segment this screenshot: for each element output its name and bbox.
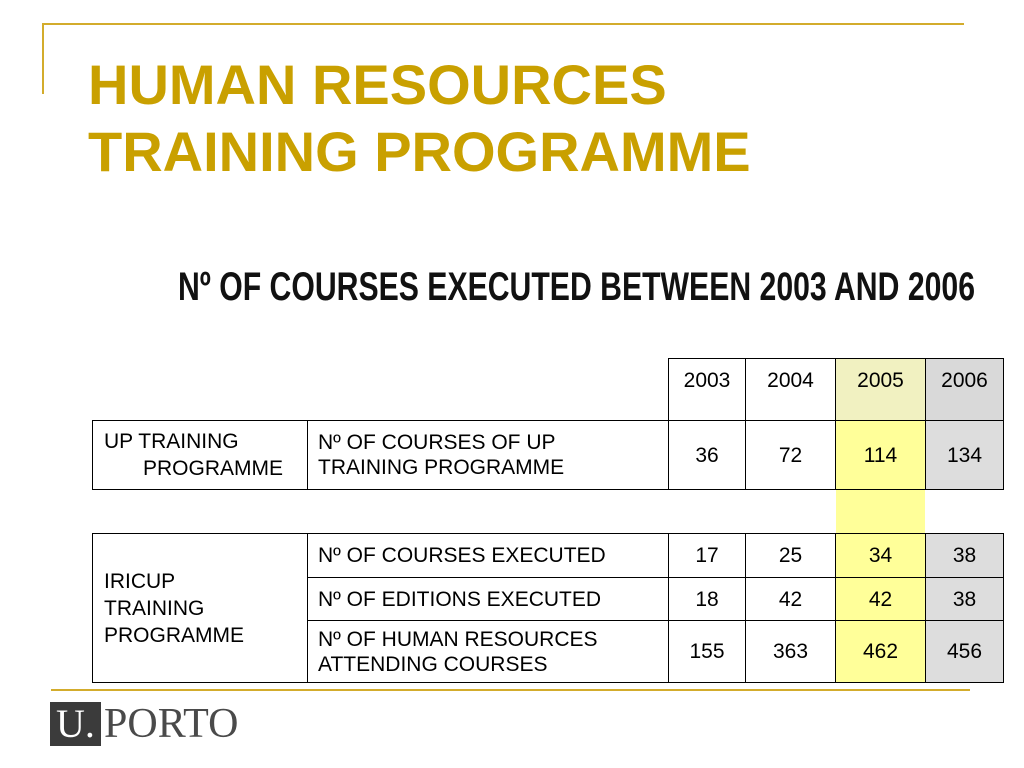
year-label: 2003: [683, 369, 731, 392]
value-cell: 36: [668, 420, 746, 490]
value-cell: 72: [745, 420, 836, 490]
logo-mark-text: U.: [56, 701, 95, 746]
cell-value: 72: [778, 443, 803, 467]
cell-value: 38: [952, 587, 977, 611]
year-label: 2004: [767, 369, 814, 392]
value-cell: 25: [745, 533, 836, 578]
iricup-programme-group-cell: IRICUP TRAINING PROGRAMME: [92, 533, 308, 683]
cell-value: 462: [862, 640, 899, 663]
row-label-cell: Nº OF COURSES OF UP TRAINING PROGRAMME: [307, 420, 669, 490]
row-label: Nº OF EDITIONS EXECUTED: [318, 587, 602, 611]
value-cell: 38: [925, 533, 1004, 578]
logo-mark: U.: [50, 702, 101, 746]
cell-value: 42: [868, 587, 893, 611]
row-label-cell: Nº OF HUMAN RESOURCES ATTENDING COURSES: [307, 620, 669, 683]
value-cell: 363: [745, 620, 836, 683]
cell-value: 134: [946, 443, 983, 467]
value-cell: 18: [668, 577, 746, 621]
left-rule: [42, 23, 44, 94]
year-header-2005: 2005: [835, 358, 926, 421]
highlight-2005-gap: [836, 490, 925, 533]
cell-value: 17: [695, 544, 719, 567]
value-cell: 42: [745, 577, 836, 621]
value-cell: 17: [668, 533, 746, 578]
row-label-cell: Nº OF COURSES EXECUTED: [307, 533, 669, 578]
cell-value: 155: [689, 640, 725, 663]
value-cell: 155: [668, 620, 746, 683]
cell-value: 34: [868, 544, 893, 567]
row-label: Nº OF COURSES OF UP TRAINING PROGRAMME: [318, 431, 565, 479]
value-cell: 38: [925, 577, 1004, 621]
value-cell: 34: [835, 533, 926, 578]
cell-value: 114: [863, 443, 898, 467]
subtitle-text: Nº OF COURSES EXECUTED BETWEEN 2003 AND …: [178, 265, 975, 309]
cell-value: 25: [778, 544, 803, 567]
value-cell: 114: [835, 420, 926, 490]
row-label-cell: Nº OF EDITIONS EXECUTED: [307, 577, 669, 621]
year-header-2004: 2004: [745, 358, 836, 421]
row-label: Nº OF COURSES EXECUTED: [318, 544, 606, 567]
logo-wordmark: PORTO: [104, 701, 239, 747]
cell-value: 363: [772, 640, 809, 663]
group-label: IRICUP TRAINING PROGRAMME: [104, 569, 245, 647]
slide-title: HUMAN RESOURCES TRAINING PROGRAMME: [88, 53, 751, 183]
row-label: Nº OF HUMAN RESOURCES ATTENDING COURSES: [318, 627, 598, 676]
footer-rule: [51, 689, 970, 691]
subtitle: Nº OF COURSES EXECUTED BETWEEN 2003 AND …: [178, 265, 975, 309]
up-programme-group-cell: UP TRAINING PROGRAMME: [92, 420, 308, 490]
cell-value: 18: [695, 587, 719, 611]
cell-value: 36: [695, 443, 719, 467]
value-cell: 42: [835, 577, 926, 621]
group-label: UP TRAINING PROGRAMME: [104, 430, 284, 480]
value-cell: 456: [925, 620, 1004, 683]
cell-value: 38: [952, 544, 977, 567]
year-label: 2005: [857, 369, 904, 392]
cell-value: 456: [946, 640, 983, 663]
cell-value: 42: [778, 587, 803, 611]
year-header-2006: 2006: [925, 358, 1004, 421]
value-cell: 134: [925, 420, 1004, 490]
value-cell: 462: [835, 620, 926, 683]
year-header-2003: 2003: [668, 358, 746, 421]
year-label: 2006: [941, 369, 988, 392]
top-rule: [43, 23, 964, 25]
